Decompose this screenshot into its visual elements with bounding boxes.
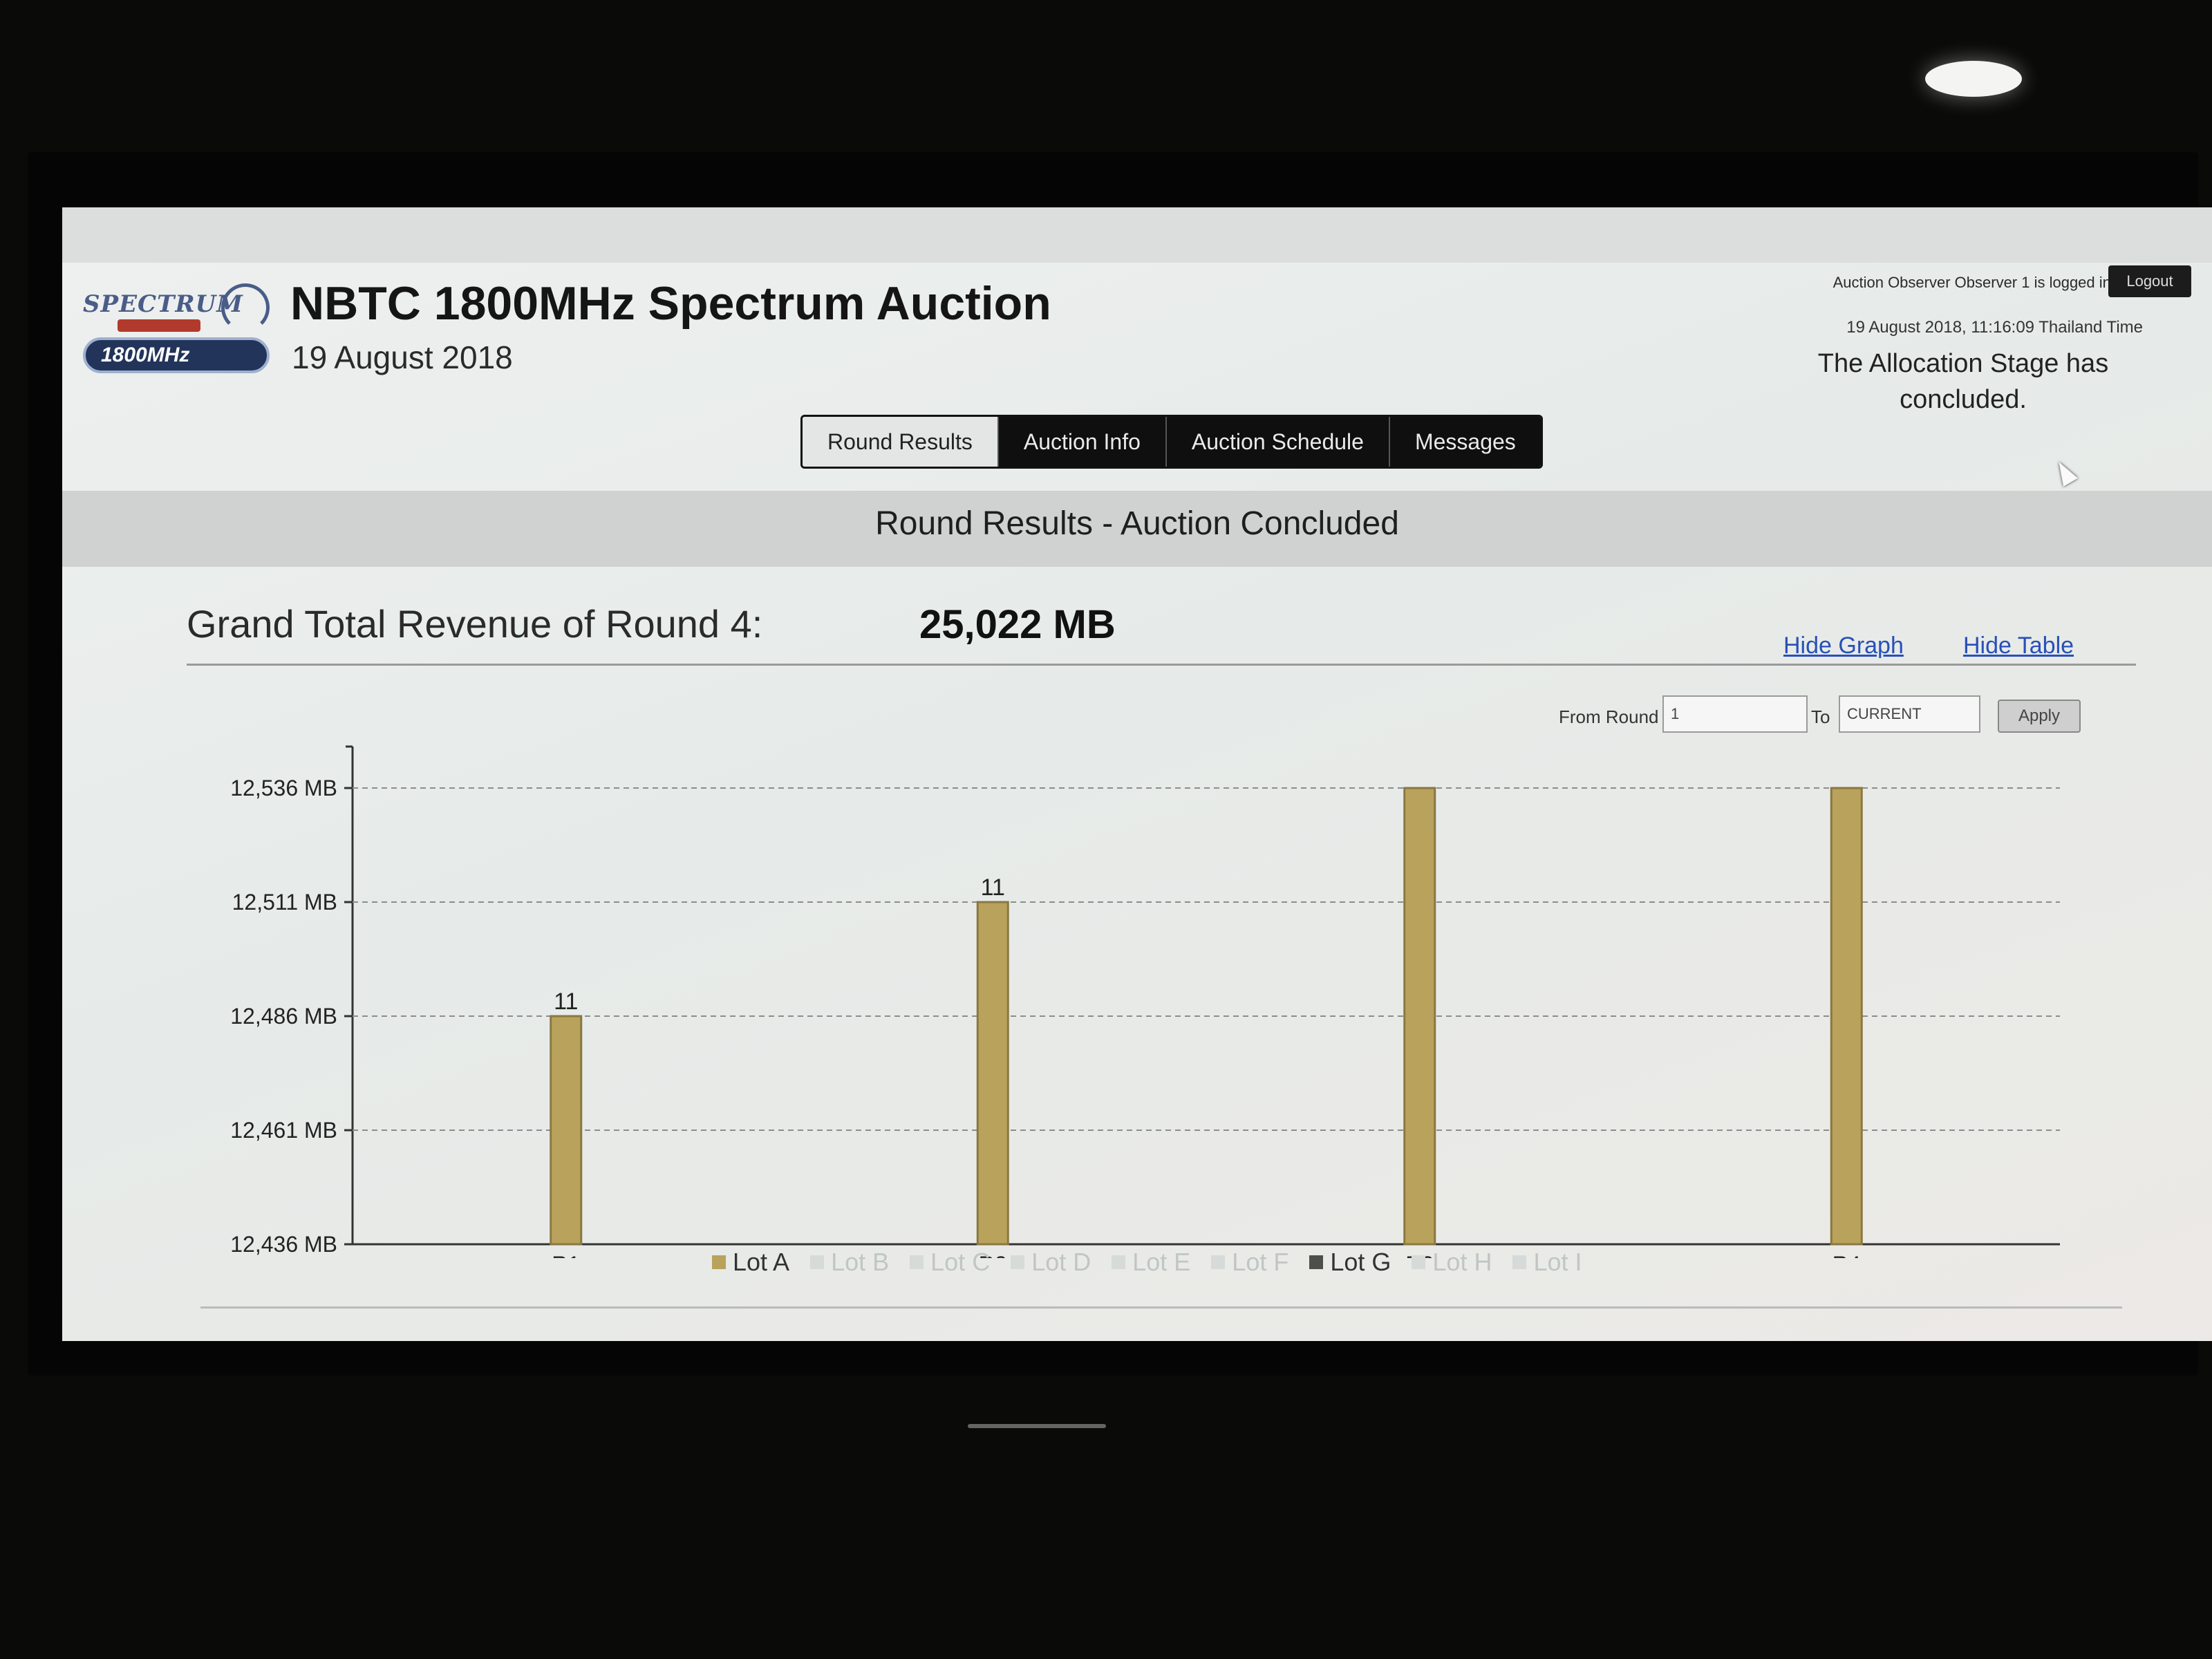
revenue-label: Grand Total Revenue of Round 4:: [187, 602, 763, 646]
logo-text: SPECTRUM: [83, 290, 243, 318]
legend-swatch: [910, 1255, 924, 1269]
legend-item[interactable]: Lot I: [1512, 1248, 1582, 1277]
browser-screen: SPECTRUM 1800MHz NBTC 1800MHz Spectrum A…: [62, 207, 2212, 1341]
legend-swatch: [1412, 1255, 1426, 1269]
legend-label: Lot G: [1330, 1248, 1391, 1276]
auction-logo: SPECTRUM 1800MHz: [83, 283, 270, 380]
stage-message: The Allocation Stage has concluded.: [1817, 349, 2109, 414]
antenna-icon: [221, 283, 270, 332]
legend-item[interactable]: Lot F: [1211, 1248, 1288, 1277]
page-title: NBTC 1800MHz Spectrum Auction: [290, 277, 1051, 330]
from-round-label: From Round: [1559, 706, 1659, 727]
login-status: Auction Observer Observer 1 is logged in…: [1833, 274, 2115, 291]
tab-auction-info[interactable]: Auction Info: [998, 417, 1167, 467]
legend-swatch: [1011, 1255, 1025, 1269]
browser-topbar: [62, 207, 2212, 263]
legend-swatch: [1309, 1255, 1324, 1269]
to-round-input[interactable]: [1839, 695, 1980, 733]
legend-swatch: [1211, 1255, 1226, 1269]
legend-item[interactable]: Lot C: [910, 1248, 990, 1277]
divider: [187, 664, 2136, 666]
divider: [200, 1306, 2122, 1309]
bar: [1403, 787, 1436, 1246]
bar: [550, 1015, 583, 1246]
bar-data-label: 11: [981, 874, 1005, 901]
legend-item[interactable]: Lot E: [1112, 1248, 1190, 1277]
auction-date: 19 August 2018: [292, 339, 513, 375]
y-tick-label: 12,511 MB: [232, 890, 337, 915]
section-band: [62, 491, 2212, 567]
mouse-cursor-icon: [2052, 458, 2078, 487]
to-round-label: To: [1811, 706, 1830, 727]
ceiling-light: [1925, 61, 2022, 97]
x-tick-label: R2: [979, 1252, 1007, 1258]
x-tick-label: R1: [552, 1252, 580, 1258]
chart-legend: Lot A Lot B Lot C Lot D Lot E Lot F Lot G Lot H…: [712, 1248, 1582, 1277]
y-tick-label: 12,486 MB: [230, 1004, 337, 1029]
clock: 19 August 2018, 11:16:09 Thailand Time: [1846, 318, 2143, 337]
hide-graph-link[interactable]: Hide Graph: [1783, 632, 1904, 659]
legend-label: Lot D: [1031, 1248, 1091, 1276]
x-tick-label: R4: [1833, 1252, 1861, 1258]
main-tabs: Round Results Auction Info Auction Sched…: [800, 415, 1543, 469]
apply-button[interactable]: Apply: [1998, 700, 2081, 733]
legend-swatch: [1512, 1255, 1527, 1269]
y-tick-label: 12,461 MB: [230, 1118, 337, 1143]
legend-label: Lot A: [733, 1248, 790, 1276]
legend-swatch: [810, 1255, 825, 1269]
y-tick-label: 12,536 MB: [230, 776, 337, 800]
legend-label: Lot F: [1232, 1248, 1289, 1276]
tab-messages[interactable]: Messages: [1389, 417, 1541, 467]
bar: [976, 901, 1009, 1246]
legend-label: Lot E: [1132, 1248, 1191, 1276]
logout-button[interactable]: Logout: [2108, 265, 2191, 297]
legend-label: Lot H: [1432, 1248, 1492, 1276]
bar-data-label: 11: [554, 988, 578, 1015]
legend-item[interactable]: Lot H: [1412, 1248, 1492, 1277]
logo-band: 1800MHz: [83, 337, 270, 373]
legend-item[interactable]: Lot D: [1011, 1248, 1091, 1277]
legend-label: Lot B: [831, 1248, 890, 1276]
legend-label: Lot I: [1533, 1248, 1582, 1276]
y-tick-label: 12,436 MB: [230, 1232, 337, 1257]
logo-badge: [118, 319, 200, 332]
x-tick-label: R3: [1405, 1252, 1434, 1258]
legend-swatch: [1112, 1255, 1126, 1269]
legend-swatch: [712, 1255, 726, 1269]
monitor-stand: [968, 1424, 1106, 1428]
legend-label: Lot C: [930, 1248, 991, 1276]
tab-round-results[interactable]: Round Results: [803, 417, 999, 467]
bar: [1830, 787, 1863, 1246]
legend-item[interactable]: Lot B: [810, 1248, 889, 1277]
legend-item[interactable]: Lot A: [712, 1248, 789, 1277]
hide-table-link[interactable]: Hide Table: [1963, 632, 2074, 659]
round-results-chart: 12,536 MB 12,511 MB 12,486 MB 12,461 MB 12,4…: [230, 745, 2060, 1258]
tab-auction-schedule[interactable]: Auction Schedule: [1166, 417, 1390, 467]
legend-item[interactable]: Lot G: [1309, 1248, 1391, 1277]
revenue-value: 25,022 MB: [919, 602, 1116, 647]
section-title: Round Results - Auction Concluded: [875, 505, 1399, 542]
from-round-input[interactable]: [1662, 695, 1808, 733]
